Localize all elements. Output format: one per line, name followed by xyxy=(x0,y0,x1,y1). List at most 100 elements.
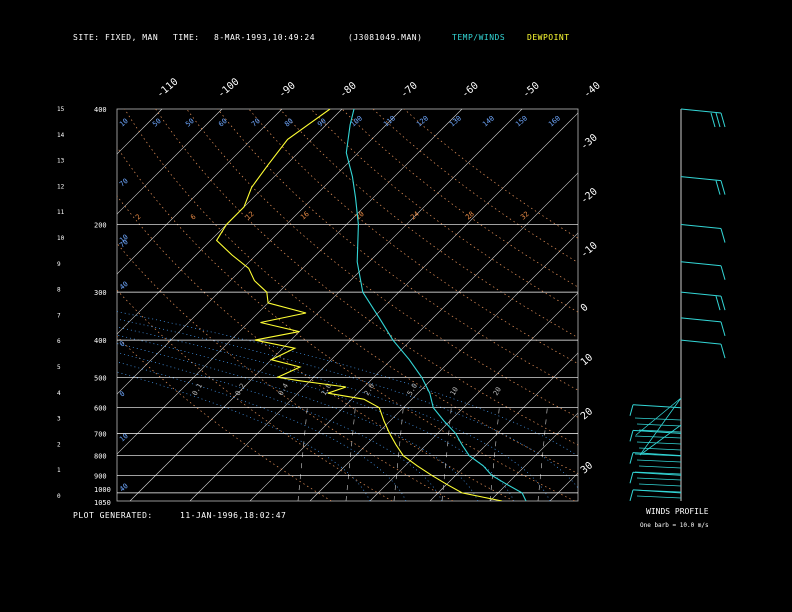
winds-profile-title: WINDS PROFILE xyxy=(646,507,709,516)
top-temp-label: -70 xyxy=(399,80,420,100)
isobar-label: 200 xyxy=(94,222,107,230)
wind-barb-staff xyxy=(634,435,682,439)
wind-barb-flag xyxy=(629,489,634,501)
mixing-ratio-label: 2.0 xyxy=(363,382,376,397)
moist-adiabat-line xyxy=(117,326,551,501)
wind-barb-flag xyxy=(715,180,721,195)
wind-barb-flag xyxy=(720,321,726,336)
isotherm-line xyxy=(117,109,163,155)
height-km-label: 7 xyxy=(57,312,61,319)
site-value: FIXED, MAN xyxy=(105,33,159,42)
dry-adiabat-line xyxy=(186,109,578,418)
isobar-label: 400 xyxy=(94,106,107,114)
isotherm-line xyxy=(117,109,283,275)
isobar-label: 500 xyxy=(94,374,107,382)
left-curve-label: 10 xyxy=(118,432,130,444)
right-temp-label: 20 xyxy=(579,406,595,422)
left-curve-label: 10 xyxy=(118,233,130,245)
isotherm-line xyxy=(429,352,578,501)
wind-barb-staff xyxy=(680,339,722,345)
wind-barb-staff xyxy=(680,291,722,297)
wind-barb-flag xyxy=(629,452,634,464)
top-temp-label: -100 xyxy=(216,76,242,100)
wind-barb xyxy=(629,404,682,416)
isobar-label: 400 xyxy=(94,337,107,345)
dry-adiabat-label: 32 xyxy=(519,210,531,222)
right-temp-label: 30 xyxy=(579,460,595,476)
wind-barb-staff xyxy=(634,471,682,475)
dry-adiabat-line xyxy=(117,242,454,501)
wind-barb-staff xyxy=(634,453,682,457)
top-temp-label: -40 xyxy=(582,80,603,100)
moist-adiabat-label: 50 xyxy=(151,117,163,129)
moist-adiabat-line xyxy=(117,311,578,457)
moist-adiabat-line xyxy=(117,318,578,489)
moist-adiabat-label: 150 xyxy=(514,114,529,128)
isotherm-line xyxy=(730,109,792,501)
moist-adiabat-line xyxy=(117,343,479,501)
legend-temp-winds: TEMP/WINDS xyxy=(452,33,506,42)
dry-adiabat-line xyxy=(117,146,575,501)
wind-barb-staff xyxy=(636,477,682,481)
file-name: (J3081049.MAN) xyxy=(348,33,423,42)
isotherm-line xyxy=(0,109,102,501)
mixing-ratio-line xyxy=(297,407,308,501)
wind-barb-flag xyxy=(629,472,634,484)
moist-adiabat-label: 70 xyxy=(250,117,262,129)
mixing-ratio-label: 10 xyxy=(449,386,460,397)
wind-barb-flag xyxy=(720,265,726,280)
dry-adiabat-line xyxy=(341,109,578,288)
height-km-label: 9 xyxy=(57,261,61,268)
wind-barb-staff xyxy=(636,441,682,445)
isotherm-line xyxy=(549,472,578,501)
dry-adiabat-label: 6 xyxy=(189,213,197,222)
height-km-label: 3 xyxy=(57,416,61,423)
dry-adiabat-line xyxy=(217,109,578,391)
wind-barb-staff xyxy=(632,404,682,409)
moist-adiabat-label: 140 xyxy=(481,114,496,128)
isobar-label: 800 xyxy=(94,453,107,461)
isotherm-line xyxy=(489,412,578,501)
wind-barb-flag xyxy=(710,112,716,128)
isotherm-line xyxy=(117,109,223,215)
isobar-label: 600 xyxy=(94,405,107,413)
moist-adiabat-label: 90 xyxy=(316,117,328,129)
left-curve-label: 70 xyxy=(118,177,130,189)
wind-barb-staff xyxy=(638,447,682,451)
height-km-label: 4 xyxy=(57,390,61,397)
wind-barb-flag xyxy=(629,430,634,442)
dry-adiabat-label: 16 xyxy=(299,210,311,222)
moist-adiabat-label: 80 xyxy=(283,117,295,129)
height-km-label: 10 xyxy=(57,235,65,242)
isotherm-line xyxy=(249,172,578,501)
dry-adiabat-line xyxy=(117,335,332,501)
wind-barb xyxy=(680,317,726,336)
wind-barb xyxy=(680,261,726,280)
height-km-label: 8 xyxy=(57,287,61,294)
moist-adiabat-line xyxy=(117,371,371,501)
isotherm-line xyxy=(129,109,523,501)
mixing-ratio-line xyxy=(489,407,500,501)
dry-adiabat-line xyxy=(248,109,578,365)
height-km-label: 6 xyxy=(57,338,61,345)
height-km-label: 13 xyxy=(57,158,65,165)
wind-barb xyxy=(680,224,726,243)
mixing-ratio-line xyxy=(345,407,356,501)
left-curve-label: 40 xyxy=(118,280,130,292)
moist-adiabat-label: 120 xyxy=(415,114,430,128)
left-curve-label: 0 xyxy=(118,340,126,349)
isotherm-line xyxy=(117,109,463,455)
left-curve-label: 70 xyxy=(118,238,130,250)
dry-adiabat-label: 28 xyxy=(464,210,476,222)
wind-barb xyxy=(680,108,726,128)
mixing-ratio-line xyxy=(537,407,548,501)
wind-barb xyxy=(680,176,726,195)
dry-adiabat-line xyxy=(124,109,578,474)
moist-adiabat-label: 160 xyxy=(547,114,562,128)
top-temp-label: -90 xyxy=(277,80,298,100)
height-km-label: 14 xyxy=(57,132,65,139)
dry-adiabat-line xyxy=(117,195,515,501)
mixing-ratio-line xyxy=(393,407,404,501)
isobar-label: 900 xyxy=(94,472,107,480)
isobar-label: 700 xyxy=(94,430,107,438)
